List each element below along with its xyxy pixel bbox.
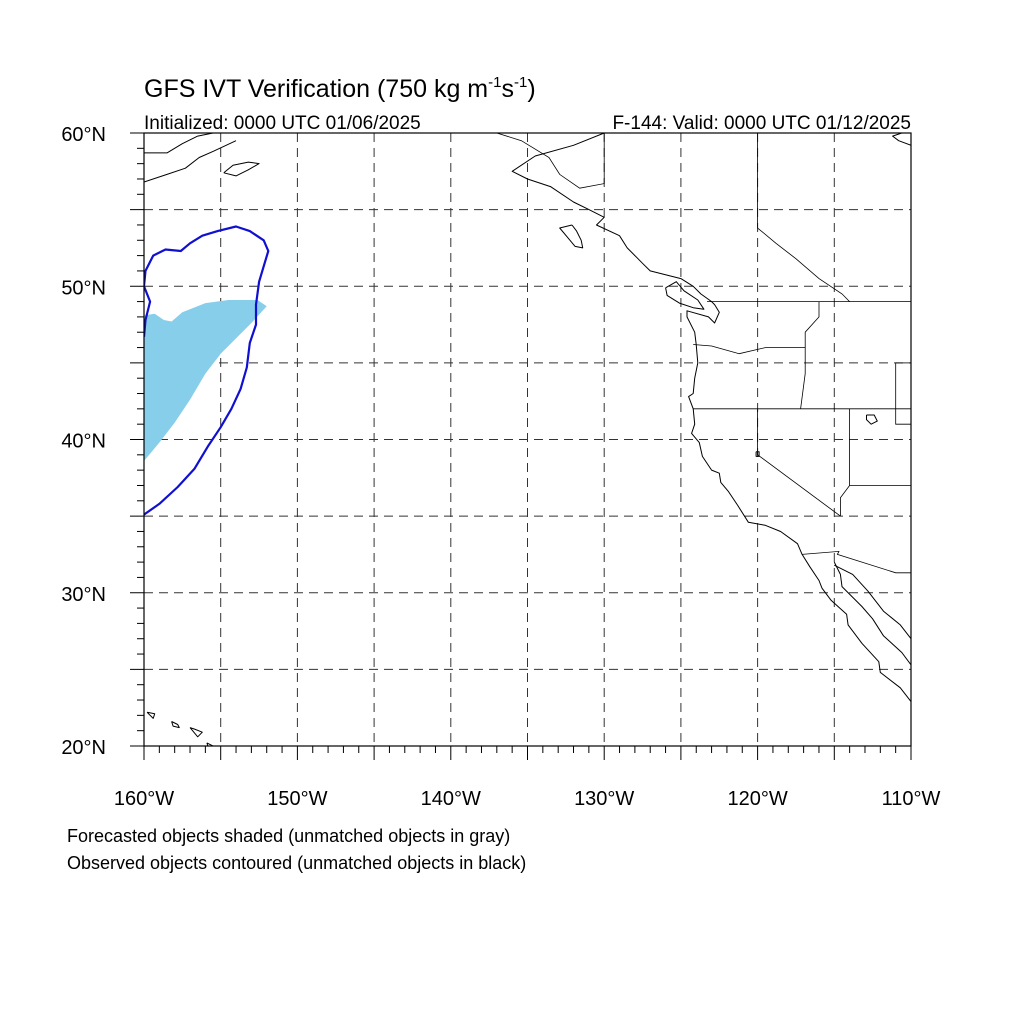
y-tick-label: 40°N: [61, 431, 106, 453]
coastline: [559, 224, 584, 249]
coastline: [144, 133, 214, 154]
coastline: [144, 140, 237, 183]
coastline: [146, 711, 156, 719]
map-plot-area: [144, 133, 911, 746]
y-tick-label: 30°N: [61, 584, 106, 606]
x-tick-label: 110°W: [882, 788, 941, 810]
x-tick-label: 120°W: [727, 788, 787, 810]
y-tick-label: 50°N: [61, 277, 106, 299]
coastline: [834, 564, 911, 640]
x-tick-label: 150°W: [267, 788, 327, 810]
political-border: [496, 133, 605, 189]
coastline: [223, 161, 260, 177]
x-tick-label: 140°W: [421, 788, 481, 810]
y-tick-label: 60°N: [61, 124, 106, 146]
x-tick-label: 130°W: [574, 788, 634, 810]
political-border: [757, 133, 850, 302]
political-border: [693, 344, 806, 409]
axis-tick-labels: 160°W 150°W 140°W 130°W 120°W 110°W 60°N 50°N 40…: [61, 124, 940, 810]
lake-outline: [866, 414, 878, 425]
coastline: [511, 133, 911, 702]
observed-ivt-object-contour: [144, 225, 270, 516]
observed-objects-layer: [144, 225, 270, 516]
political-border: [802, 550, 911, 574]
lat-lon-gridlines: [144, 133, 911, 746]
caption-observed-objects: Observed objects contoured (unmatched ob…: [67, 853, 526, 873]
coastline: [206, 742, 215, 746]
coastline: [171, 721, 180, 729]
valid-time-label: F-144: Valid: 0000 UTC 01/12/2025: [612, 113, 911, 134]
axis-ticks: [130, 132, 912, 760]
y-tick-label: 20°N: [61, 737, 106, 759]
coastline: [665, 281, 705, 310]
forecast-objects-layer: [144, 300, 267, 461]
initialized-time-label: Initialized: 0000 UTC 01/06/2025: [144, 113, 421, 134]
coastline: [833, 561, 911, 666]
political-border: [895, 362, 911, 425]
forecast-ivt-object-shaded: [144, 300, 267, 461]
political-border: [757, 408, 841, 517]
political-border: [840, 408, 850, 517]
coastline: [892, 133, 911, 146]
coastline: [189, 727, 203, 738]
political-border: [804, 301, 820, 348]
political-borders-layer: [496, 133, 911, 574]
caption-forecast-objects: Forecasted objects shaded (unmatched obj…: [67, 826, 510, 846]
x-tick-label: 160°W: [114, 788, 174, 810]
figure-title: GFS IVT Verification (750 kg m-1s-1): [144, 74, 536, 103]
coastlines-layer: [144, 133, 911, 746]
